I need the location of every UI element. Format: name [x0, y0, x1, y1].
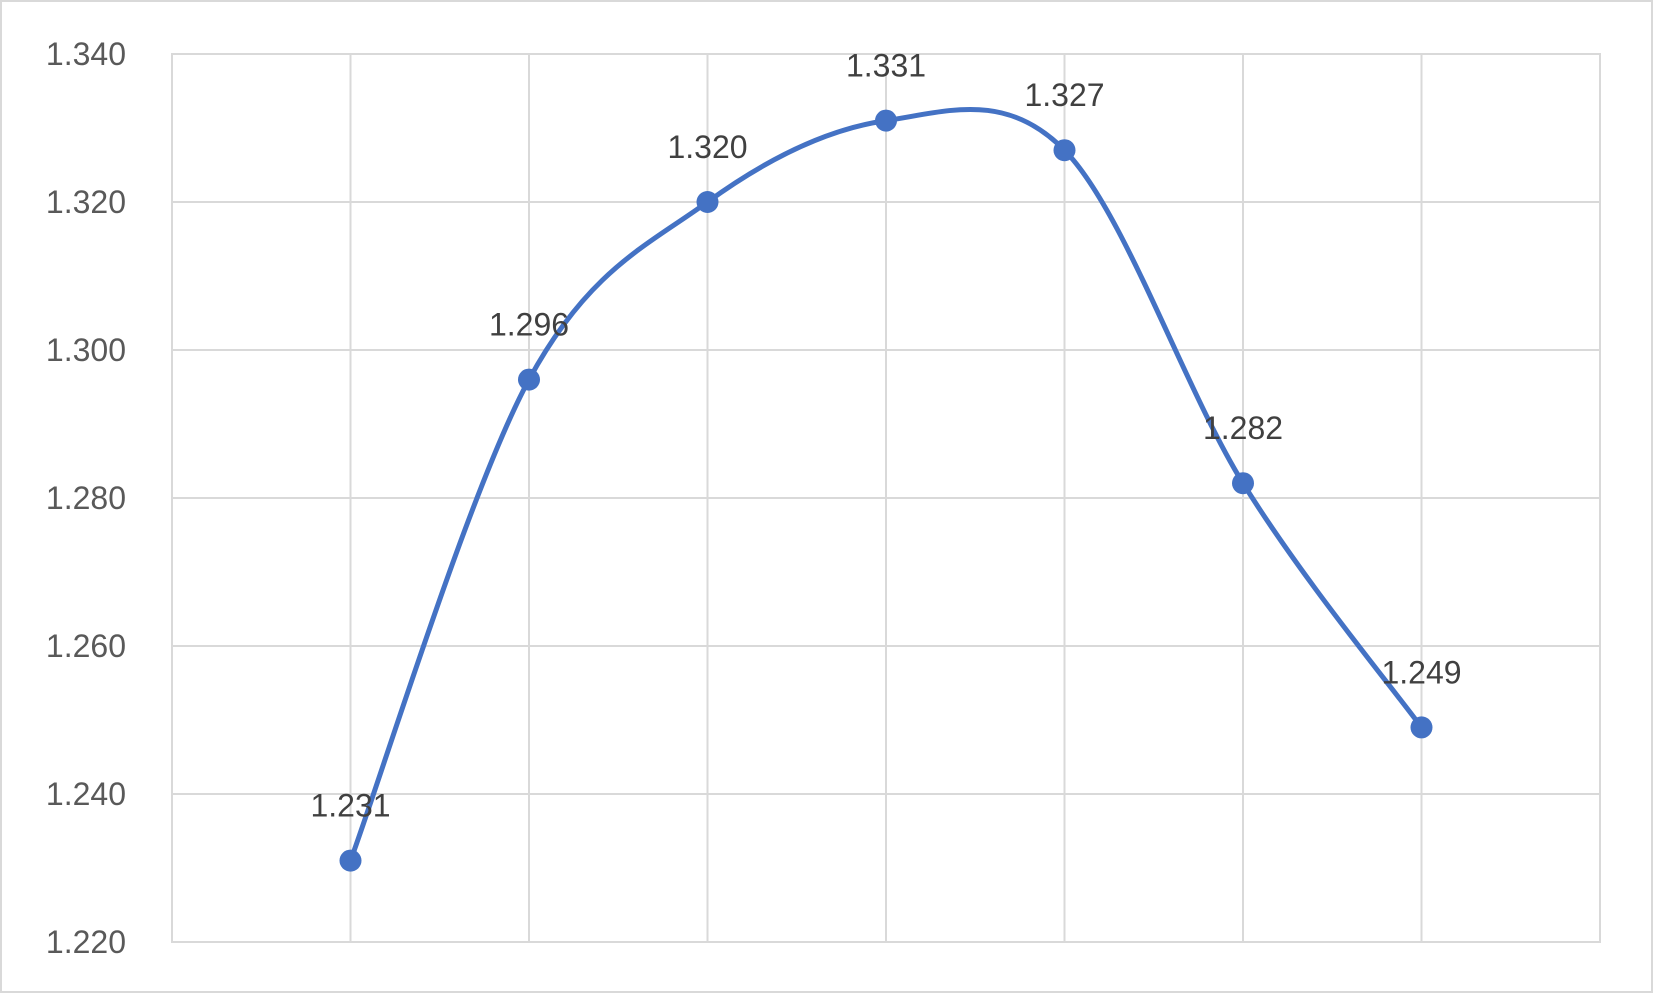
data-point — [1232, 472, 1254, 495]
data-point — [339, 849, 362, 872]
y-tick-label: 1.240 — [46, 776, 126, 812]
y-tick-label: 1.320 — [46, 184, 126, 220]
series-layer — [339, 106, 1433, 872]
data-label: 1.327 — [1024, 77, 1104, 113]
data-label: 1.331 — [846, 48, 926, 84]
data-label: 1.231 — [310, 788, 390, 824]
data-label: 1.296 — [489, 307, 569, 343]
data-label: 1.282 — [1203, 410, 1283, 446]
y-tick-label: 1.280 — [46, 480, 126, 516]
y-tick-label: 1.340 — [46, 36, 126, 72]
data-labels: 1.231 1.296 1.320 1.331 1.327 1.282 1.249 — [310, 48, 1461, 824]
data-point — [518, 368, 540, 391]
y-tick-label: 1.220 — [46, 924, 126, 960]
y-axis-tick-labels: 1.220 1.240 1.260 1.280 1.300 1.320 1.340 — [46, 36, 126, 960]
data-point — [1053, 139, 1076, 162]
data-label: 1.320 — [667, 129, 747, 165]
data-point — [696, 191, 719, 213]
data-point — [875, 109, 897, 132]
data-point — [1410, 716, 1433, 739]
data-label: 1.249 — [1381, 654, 1461, 690]
y-tick-label: 1.300 — [46, 332, 126, 368]
plot-area-border — [171, 53, 1601, 943]
y-tick-label: 1.260 — [46, 628, 126, 664]
